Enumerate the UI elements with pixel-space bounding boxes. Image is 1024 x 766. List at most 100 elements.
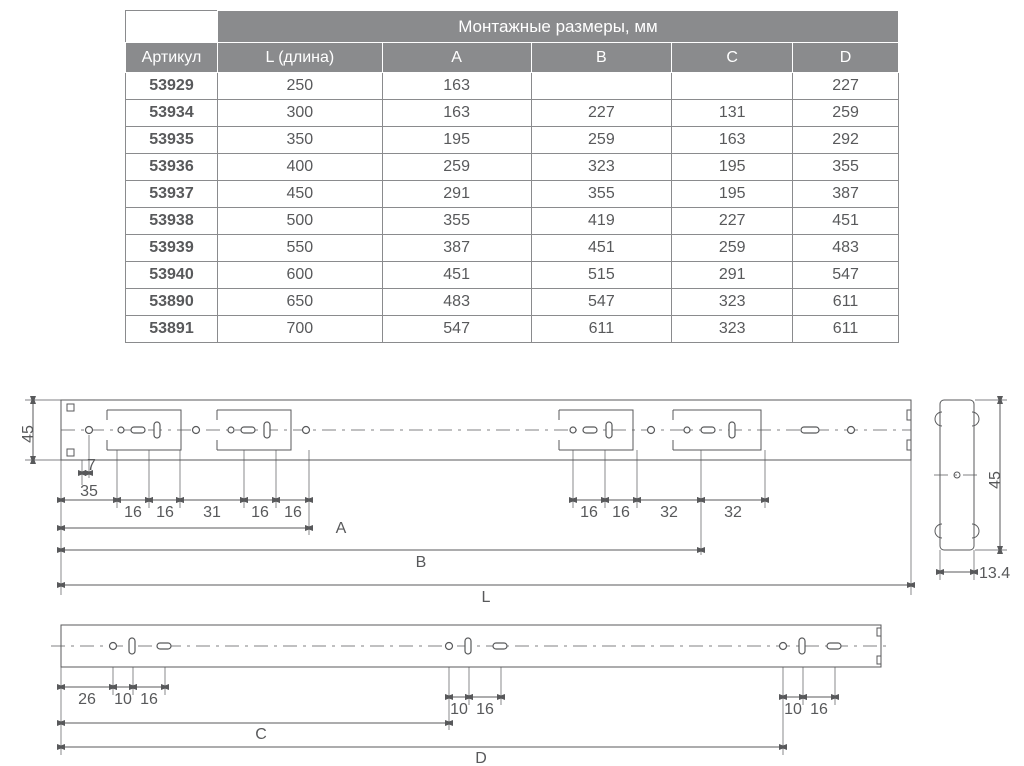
cell: 350 bbox=[217, 127, 382, 154]
cell: 163 bbox=[382, 100, 531, 127]
cell: 483 bbox=[382, 289, 531, 316]
cell-art: 53929 bbox=[126, 73, 218, 100]
dim-16b: 16 bbox=[156, 504, 174, 521]
cell: 451 bbox=[531, 235, 672, 262]
cell: 250 bbox=[217, 73, 382, 100]
table-row: 53891700547611323611 bbox=[126, 316, 899, 343]
th-B: B bbox=[531, 43, 672, 73]
cell-art: 53890 bbox=[126, 289, 218, 316]
dim-b10c: 10 bbox=[784, 701, 802, 718]
cell: 195 bbox=[672, 181, 793, 208]
dim-side-13-4: 13.4 bbox=[979, 565, 1010, 582]
cell: 259 bbox=[793, 100, 899, 127]
cell: 547 bbox=[382, 316, 531, 343]
cell: 650 bbox=[217, 289, 382, 316]
cell: 387 bbox=[382, 235, 531, 262]
top-rail-drawing: 45 bbox=[15, 400, 920, 620]
dim-b10b: 10 bbox=[450, 701, 468, 718]
cell: 700 bbox=[217, 316, 382, 343]
cell: 450 bbox=[217, 181, 382, 208]
th-A: A bbox=[382, 43, 531, 73]
cell: 547 bbox=[793, 262, 899, 289]
dim-B: B bbox=[416, 554, 427, 571]
cell: 500 bbox=[217, 208, 382, 235]
dim-16e: 16 bbox=[580, 504, 598, 521]
cell-art: 53891 bbox=[126, 316, 218, 343]
dim-35: 35 bbox=[80, 483, 98, 500]
cell: 323 bbox=[672, 316, 793, 343]
table-row: 53936400259323195355 bbox=[126, 154, 899, 181]
cell: 611 bbox=[793, 316, 899, 343]
dim-16f: 16 bbox=[612, 504, 630, 521]
cell: 419 bbox=[531, 208, 672, 235]
cell bbox=[672, 73, 793, 100]
th-L: L (длина) bbox=[217, 43, 382, 73]
dim-C: C bbox=[255, 726, 267, 743]
dim-45: 45 bbox=[20, 425, 37, 443]
dim-b10a: 10 bbox=[114, 691, 132, 708]
cell: 259 bbox=[531, 127, 672, 154]
cell: 515 bbox=[531, 262, 672, 289]
cell: 323 bbox=[531, 154, 672, 181]
cell: 483 bbox=[793, 235, 899, 262]
dim-31: 31 bbox=[203, 504, 221, 521]
cell: 163 bbox=[672, 127, 793, 154]
table-row: 53939550387451259483 bbox=[126, 235, 899, 262]
cell: 291 bbox=[672, 262, 793, 289]
cell: 451 bbox=[382, 262, 531, 289]
bottom-rail-drawing: 26 10 16 10 16 10 16 C D bbox=[15, 625, 920, 765]
cell: 227 bbox=[531, 100, 672, 127]
dim-side-45: 45 bbox=[987, 471, 1004, 489]
cell-art: 53937 bbox=[126, 181, 218, 208]
dim-b16a: 16 bbox=[140, 691, 158, 708]
cell bbox=[531, 73, 672, 100]
cell-art: 53940 bbox=[126, 262, 218, 289]
cell-art: 53934 bbox=[126, 100, 218, 127]
dim-L: L bbox=[482, 589, 491, 606]
cell-art: 53939 bbox=[126, 235, 218, 262]
cell: 550 bbox=[217, 235, 382, 262]
cell-art: 53938 bbox=[126, 208, 218, 235]
cell: 259 bbox=[382, 154, 531, 181]
cell: 323 bbox=[672, 289, 793, 316]
table-title: Монтажные размеры, мм bbox=[217, 11, 898, 43]
th-art: Артикул bbox=[126, 43, 218, 73]
table-row: 53929250163227 bbox=[126, 73, 899, 100]
cell: 292 bbox=[793, 127, 899, 154]
dim-b16b: 16 bbox=[476, 701, 494, 718]
cell: 131 bbox=[672, 100, 793, 127]
cell: 387 bbox=[793, 181, 899, 208]
cell: 355 bbox=[531, 181, 672, 208]
table-body: 5392925016322753934300163227131259539353… bbox=[126, 73, 899, 343]
dim-32a: 32 bbox=[660, 504, 678, 521]
table-row: 53938500355419227451 bbox=[126, 208, 899, 235]
th-C: C bbox=[672, 43, 793, 73]
cell: 227 bbox=[793, 73, 899, 100]
dim-16a: 16 bbox=[124, 504, 142, 521]
cell: 611 bbox=[793, 289, 899, 316]
cell: 291 bbox=[382, 181, 531, 208]
cell: 300 bbox=[217, 100, 382, 127]
dim-b16c: 16 bbox=[810, 701, 828, 718]
dim-16c: 16 bbox=[251, 504, 269, 521]
side-profile-drawing: 45 13.4 bbox=[935, 400, 1023, 630]
cell: 355 bbox=[382, 208, 531, 235]
dim-A: A bbox=[336, 520, 347, 537]
dim-26: 26 bbox=[78, 691, 96, 708]
table-header-row: Артикул L (длина) A B C D bbox=[126, 43, 899, 73]
dimensions-table: Монтажные размеры, мм Артикул L (длина) … bbox=[125, 10, 899, 343]
table-row: 53935350195259163292 bbox=[126, 127, 899, 154]
cell: 195 bbox=[382, 127, 531, 154]
th-D: D bbox=[793, 43, 899, 73]
cell: 400 bbox=[217, 154, 382, 181]
table-row: 53890650483547323611 bbox=[126, 289, 899, 316]
cell: 611 bbox=[531, 316, 672, 343]
table-row: 53934300163227131259 bbox=[126, 100, 899, 127]
dim-32b: 32 bbox=[724, 504, 742, 521]
cell: 227 bbox=[672, 208, 793, 235]
cell: 451 bbox=[793, 208, 899, 235]
table-corner bbox=[126, 11, 218, 43]
dim-7: 7 bbox=[87, 457, 96, 474]
cell-art: 53935 bbox=[126, 127, 218, 154]
cell: 547 bbox=[531, 289, 672, 316]
